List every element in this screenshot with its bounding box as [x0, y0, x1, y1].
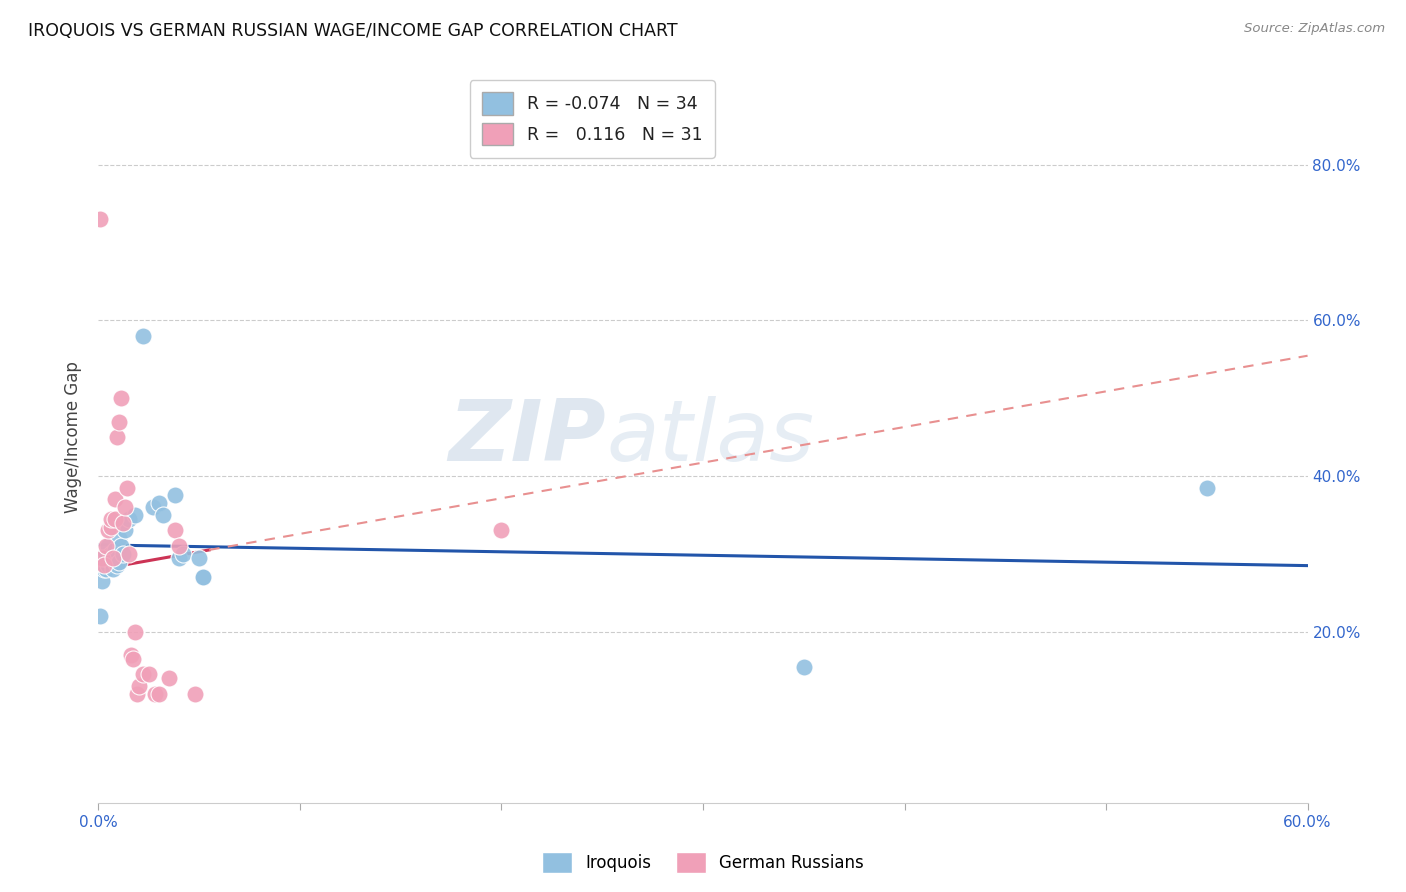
Point	[110, 539, 132, 553]
Point	[93, 550, 115, 565]
Point	[125, 687, 148, 701]
Point	[143, 687, 166, 701]
Point	[101, 550, 124, 565]
Point	[157, 671, 180, 685]
Point	[118, 512, 141, 526]
Point	[172, 547, 194, 561]
Point	[148, 687, 170, 701]
Point	[97, 539, 120, 553]
Point	[114, 500, 136, 515]
Point	[97, 558, 120, 573]
Point	[93, 558, 115, 573]
Point	[103, 555, 125, 569]
Point	[152, 508, 174, 522]
Point	[97, 524, 120, 538]
Point	[89, 609, 111, 624]
Text: atlas: atlas	[606, 395, 814, 479]
Text: ZIP: ZIP	[449, 395, 606, 479]
Point	[111, 516, 134, 530]
Point	[148, 496, 170, 510]
Point	[167, 539, 190, 553]
Legend: Iroquois, German Russians: Iroquois, German Russians	[536, 846, 870, 880]
Point	[132, 667, 155, 681]
Point	[107, 415, 129, 429]
Point	[132, 329, 155, 343]
Point	[124, 624, 146, 639]
Text: Source: ZipAtlas.com: Source: ZipAtlas.com	[1244, 22, 1385, 36]
Point	[100, 512, 122, 526]
Point	[101, 550, 124, 565]
Point	[103, 492, 125, 507]
Point	[193, 570, 215, 584]
Point	[124, 508, 146, 522]
Point	[193, 570, 215, 584]
Point	[105, 430, 128, 444]
Point	[110, 391, 132, 405]
Y-axis label: Wage/Income Gap: Wage/Income Gap	[65, 361, 83, 513]
Point	[100, 547, 122, 561]
Point	[91, 574, 114, 588]
Point	[111, 547, 134, 561]
Point	[103, 542, 125, 557]
Point	[120, 648, 142, 662]
Point	[118, 547, 141, 561]
Point	[93, 562, 115, 576]
Point	[89, 212, 111, 227]
Point	[163, 524, 186, 538]
Point	[96, 562, 118, 576]
Point	[138, 667, 160, 681]
Point	[128, 679, 150, 693]
Point	[96, 539, 118, 553]
Point	[91, 550, 114, 565]
Point	[105, 558, 128, 573]
Point	[188, 550, 211, 565]
Point	[100, 519, 122, 533]
Point	[114, 524, 136, 538]
Point	[103, 512, 125, 526]
Legend: R = -0.074   N = 34, R =   0.116   N = 31: R = -0.074 N = 34, R = 0.116 N = 31	[470, 80, 714, 158]
Point	[101, 562, 124, 576]
Point	[184, 687, 207, 701]
Point	[100, 555, 122, 569]
Text: IROQUOIS VS GERMAN RUSSIAN WAGE/INCOME GAP CORRELATION CHART: IROQUOIS VS GERMAN RUSSIAN WAGE/INCOME G…	[28, 22, 678, 40]
Point	[163, 488, 186, 502]
Point	[1195, 481, 1218, 495]
Point	[107, 531, 129, 545]
Point	[115, 481, 138, 495]
Point	[793, 659, 815, 673]
Point	[107, 555, 129, 569]
Point	[96, 547, 118, 561]
Point	[167, 550, 190, 565]
Point	[121, 652, 143, 666]
Point	[142, 500, 165, 515]
Point	[491, 524, 513, 538]
